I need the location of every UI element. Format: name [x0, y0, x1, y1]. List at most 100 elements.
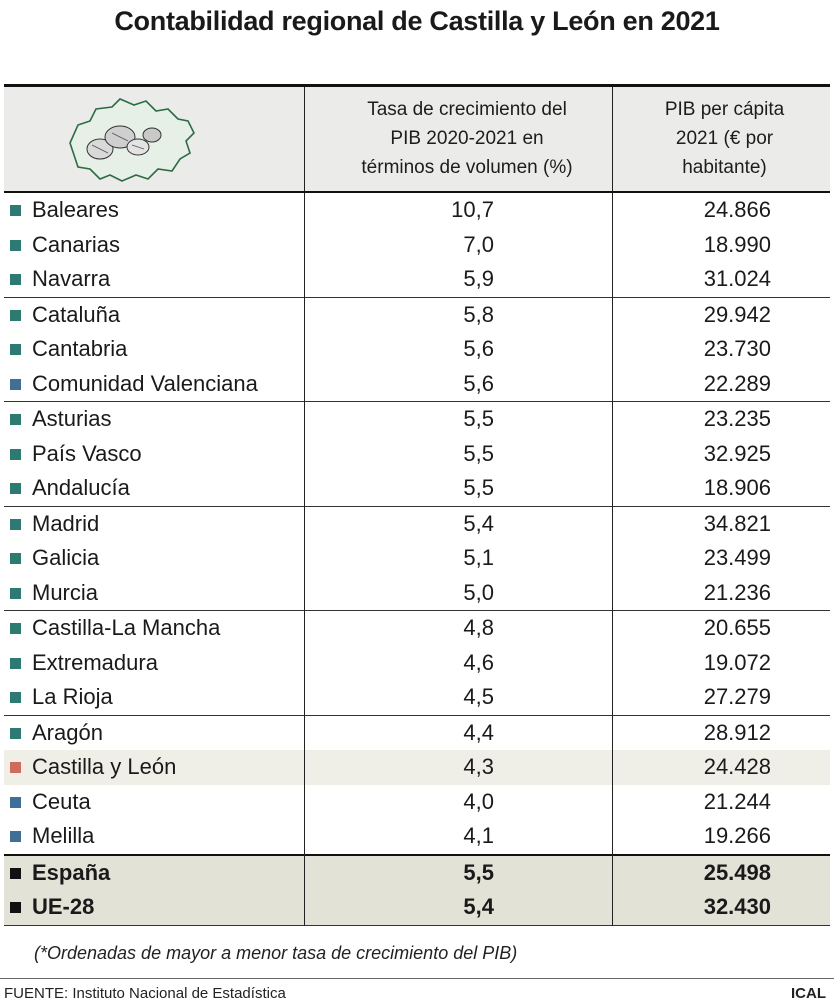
table-row: La Rioja 4,5 27.279: [4, 680, 830, 715]
region-name: Ceuta: [32, 788, 91, 814]
row-bullet-icon: [10, 727, 21, 739]
region-name: Melilla: [32, 823, 95, 848]
row-bullet-icon: [10, 623, 21, 634]
growth-value: 10,7: [451, 197, 494, 222]
page-title: Contabilidad regional de Castilla y León…: [114, 6, 720, 36]
table-row: Baleares 10,7 24.866: [4, 193, 830, 228]
pib-value: 31.024: [703, 266, 771, 291]
row-bullet-icon: [10, 239, 21, 251]
table-row: Asturias 5,5 23.235: [4, 401, 830, 437]
row-bullet-icon: [10, 796, 21, 808]
row-bullet-icon: [10, 762, 21, 773]
brand-logo: ICAL: [791, 985, 826, 1002]
growth-value: 7,0: [463, 231, 494, 257]
pib-header-line-2: 2021 (€ por: [675, 128, 774, 149]
pib-value: 23.499: [703, 545, 771, 570]
growth-header-line-2: PIB 2020-2021 en: [390, 128, 544, 149]
pib-value: 27.279: [703, 684, 771, 709]
data-table: Tasa de crecimiento del PIB 2020-2021 en…: [4, 84, 830, 926]
pib-value: 23.235: [703, 406, 771, 431]
table-row: Castilla y León 4,3 24.428: [4, 750, 830, 785]
table-row: Cataluña 5,8 29.942: [4, 296, 830, 333]
pib-header-line-1: PIB per cápita: [664, 99, 785, 120]
pib-value: 29.942: [703, 301, 771, 327]
growth-header-line-3: términos de volumen (%): [361, 157, 573, 178]
pib-value: 18.990: [703, 231, 771, 257]
growth-value: 4,8: [463, 615, 494, 640]
castilla-leon-map-with-euro-coins-icon: [69, 98, 195, 182]
table-row: Canarias 7,0 18.990: [4, 228, 830, 263]
row-bullet-icon: [10, 692, 21, 703]
region-name: Murcia: [32, 579, 99, 605]
table-row: Andalucía 5,5 18.906: [4, 471, 830, 506]
region-name: Cantabria: [32, 336, 128, 361]
table-row: Madrid 5,4 34.821: [4, 505, 830, 542]
source-credit: FUENTE: Instituto Nacional de Estadístic…: [4, 985, 286, 1002]
table-row: Castilla-La Mancha 4,8 20.655: [4, 610, 830, 646]
pib-value: 28.912: [703, 719, 771, 745]
growth-value: 4,6: [463, 649, 494, 675]
row-bullet-icon: [10, 657, 21, 669]
total-row: España 5,5 25.498: [4, 853, 830, 890]
pib-value: 34.821: [703, 510, 771, 536]
table-row: Extremadura 4,6 19.072: [4, 646, 830, 681]
growth-value: 5,6: [463, 370, 494, 396]
table-row: Ceuta 4,0 21.244: [4, 785, 830, 820]
pib-value: 19.266: [703, 823, 771, 848]
growth-value: 5,5: [463, 440, 494, 466]
pib-value: 25.498: [703, 859, 771, 885]
footnote: (*Ordenadas de mayor a menor tasa de cre…: [34, 943, 518, 963]
region-name: Comunidad Valenciana: [32, 370, 258, 396]
row-bullet-icon: [10, 448, 21, 460]
table-row: Melilla 4,1 19.266: [4, 819, 830, 854]
growth-value: 5,5: [463, 406, 494, 431]
region-name: Aragón: [32, 719, 103, 745]
growth-value: 4,3: [463, 754, 494, 779]
region-name: Castilla y León: [32, 754, 177, 779]
table-body: Baleares 10,7 24.866 Canarias 7,0 18.990 Navar…: [4, 193, 830, 926]
growth-value: 4,5: [463, 684, 494, 709]
growth-value: 5,0: [463, 579, 494, 605]
row-bullet-icon: [10, 902, 21, 913]
table-row: Aragón 4,4 28.912: [4, 714, 830, 751]
row-bullet-icon: [10, 553, 21, 564]
column-divider: [304, 193, 305, 926]
row-bullet-icon: [10, 309, 21, 321]
region-name: Canarias: [32, 231, 121, 257]
growth-value: 5,4: [463, 894, 494, 919]
region-name: Baleares: [32, 197, 119, 222]
row-bullet-icon: [10, 867, 21, 879]
region-name: La Rioja: [32, 684, 113, 709]
total-row: UE-28 5,4 32.430: [4, 890, 830, 926]
growth-value: 5,8: [463, 301, 494, 327]
row-bullet-icon: [10, 831, 21, 842]
pib-value: 21.244: [703, 788, 771, 814]
growth-value: 5,6: [463, 336, 494, 361]
pib-column-header: PIB per cápita 2021 (€ por habitante): [619, 95, 830, 182]
growth-value: 5,5: [463, 475, 494, 500]
pib-value: 23.730: [703, 336, 771, 361]
region-name: Navarra: [32, 266, 111, 291]
row-bullet-icon: [10, 587, 21, 599]
region-name: Madrid: [32, 510, 100, 536]
pib-value: 21.236: [703, 579, 771, 605]
total-name: UE-28: [32, 894, 95, 919]
row-bullet-icon: [10, 274, 21, 285]
growth-column-header: Tasa de crecimiento del PIB 2020-2021 en…: [310, 95, 624, 182]
region-name: Asturias: [32, 406, 112, 431]
row-bullet-icon: [10, 518, 21, 530]
total-name: España: [32, 859, 111, 885]
column-divider: [612, 87, 613, 191]
table-header: Tasa de crecimiento del PIB 2020-2021 en…: [4, 87, 830, 193]
growth-value: 5,1: [463, 545, 494, 570]
table-row: País Vasco 5,5 32.925: [4, 437, 830, 472]
growth-value: 4,1: [463, 823, 494, 848]
table-row: Cantabria 5,6 23.730: [4, 332, 830, 367]
row-bullet-icon: [10, 378, 21, 390]
column-divider: [612, 193, 613, 926]
table-row: Comunidad Valenciana 5,6 22.289: [4, 367, 830, 402]
table-row: Murcia 5,0 21.236: [4, 576, 830, 611]
growth-value: 4,0: [463, 788, 494, 814]
pib-value: 32.925: [703, 440, 771, 466]
region-name: Castilla-La Mancha: [32, 615, 221, 640]
